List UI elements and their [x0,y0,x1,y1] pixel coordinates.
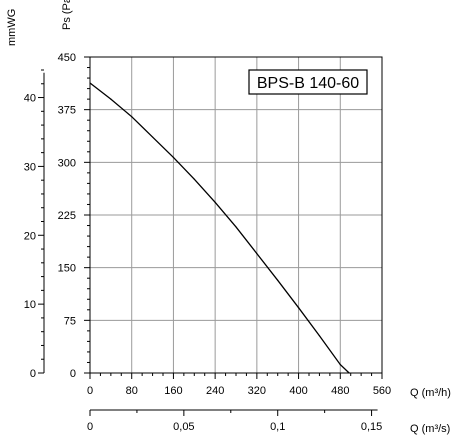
data-point [89,82,91,84]
data-point [318,335,321,337]
y-tick-label: 225 [58,210,76,222]
chart-title-box [248,69,368,95]
data-point [339,363,341,366]
data-point [348,372,350,374]
secondary-y-tick-label: 40 [24,93,36,105]
x-tick-label: 80 [126,385,138,397]
y-axis-label: Ps (Pa) [61,0,73,30]
series-line [89,82,350,374]
secondary-x-tick-label: 0,05 [173,421,194,433]
data-point [172,156,175,159]
y-tick-label: 450 [58,52,76,64]
data-point [235,226,237,228]
secondary-x-axis-label: Q (m³/s) [410,423,450,435]
secondary-y-tick-label: 0 [30,368,36,380]
x-tick-label: 0 [87,385,93,397]
x-tick-label: 560 [373,385,391,397]
secondary-x-tick-label: 0 [87,421,93,433]
data-point [193,178,195,180]
data-point [131,116,133,118]
secondary-y-axis-label: mmWG [6,9,18,46]
y-tick-label: 375 [58,105,76,117]
y-tick-label: 75 [64,315,76,327]
y-tick-label: 0 [70,368,76,380]
data-point [151,136,154,138]
data-point [277,279,279,281]
y-tick-label: 150 [58,263,76,275]
data-point [110,98,112,100]
chart-title: BPS-B 140-60 [257,75,359,92]
secondary-x-tick-label: 0,15 [361,421,382,433]
minor-ticks [84,56,383,379]
x-axis-label: Q (m³/h) [410,387,451,399]
secondary-y-tick-label: 30 [24,161,36,173]
y-tick-label: 300 [58,157,76,169]
x-tick-label: 400 [289,385,307,397]
data-point [256,253,258,255]
secondary-y-tick-label: 20 [24,230,36,242]
x-tick-label: 320 [248,385,266,397]
x-tick-label: 160 [164,385,182,397]
secondary-y-tick-label: 10 [24,299,36,311]
grid-lines [90,57,382,373]
data-point [297,307,300,309]
secondary-x-tick-label: 0,1 [270,421,285,433]
x-tick-label: 240 [206,385,224,397]
x-tick-label: 480 [331,385,349,397]
data-point [214,201,216,203]
